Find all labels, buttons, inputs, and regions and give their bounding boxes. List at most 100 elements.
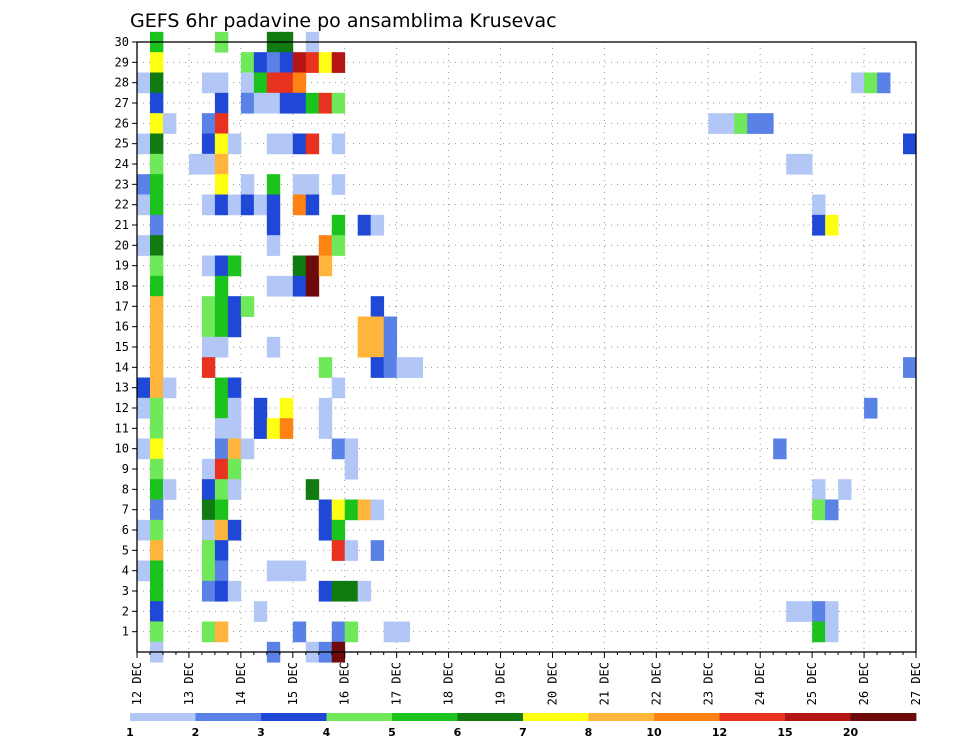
y-tick-label: 14 [115,360,129,374]
heatmap-cell [137,519,151,541]
heatmap-cell [214,316,229,338]
heatmap-cell [149,275,164,297]
heatmap-cell [344,499,359,521]
x-tick-label: 13 DEC [182,662,196,705]
heatmap-cell [201,133,216,155]
heatmap-cell [747,113,761,134]
heatmap-cell [292,174,307,195]
heatmap-cell [812,194,826,216]
heatmap-cell [149,72,164,94]
heatmap-cell [786,601,800,622]
y-tick-label: 6 [122,523,129,537]
heatmap-cell [266,174,281,195]
heatmap-cell [149,336,164,358]
heatmap-cell [266,336,281,358]
y-tick-label: 24 [115,157,129,171]
heatmap-cell [214,519,229,541]
heatmap-cell [370,296,385,317]
heatmap-cell [318,580,333,602]
heatmap-cell [149,580,164,602]
heatmap-cell [149,235,164,256]
x-tick-label: 16 DEC [338,662,352,705]
colorbar-label: 10 [646,726,662,739]
x-tick-label: 15 DEC [286,662,300,705]
heatmap-cell [201,153,216,175]
heatmap-cell [370,499,385,521]
heatmap-cell [214,113,229,134]
heatmap-cell [214,296,229,317]
heatmap-cell [318,499,333,521]
x-tick-label: 25 DEC [805,662,819,705]
heatmap-cell [409,357,424,378]
heatmap-cell [227,458,242,480]
heatmap-cell [201,560,216,582]
colorbar: 1 2 3 4 5 6 7 8 10 12 15 20 [126,713,917,739]
heatmap-cell [344,438,359,460]
heatmap-cell [292,275,307,297]
heatmap-cell [214,194,229,216]
x-tick-label: 14 DEC [234,662,248,705]
heatmap-cell [253,92,268,114]
heatmap-cell [279,52,294,73]
heatmap-cell [396,357,411,378]
heatmap-cell [799,601,813,622]
y-tick-label: 8 [122,482,129,496]
heatmap-cell [292,52,307,73]
y-axis: 1234567891011121314151617181920212223242… [115,35,137,639]
y-tick-label: 21 [115,218,129,232]
x-tick-label: 21 DEC [597,662,611,705]
heatmap-cell [149,499,164,521]
heatmap-cell [227,479,242,500]
heatmap-cell [331,580,346,602]
heatmap-cell [253,194,268,216]
x-axis: 12 DEC 13 DEC 14 DEC 15 DEC 16 DEC 17 DEC 18 D… [130,652,923,705]
colorbar-swatch [195,713,262,721]
heatmap-cell [318,52,333,73]
heatmap-cell [292,72,307,94]
y-tick-label: 4 [122,564,129,578]
y-tick-label: 28 [115,76,129,90]
heatmap-cell [266,418,281,439]
heatmap-cell [240,92,255,114]
heatmap-cell [344,621,359,643]
heatmap-cell [773,438,787,460]
heatmap-cell [201,316,216,338]
heatmap-cell [201,580,216,602]
heatmap-cell [149,255,164,277]
heatmap-cell [292,621,307,643]
heatmap-cell [214,621,229,643]
heatmap-cell [149,438,164,460]
heatmap-cell [305,174,320,195]
heatmap-cell [227,316,242,338]
y-tick-label: 10 [115,442,129,456]
heatmap-cell [266,52,281,73]
heatmap-cell [851,72,865,94]
heatmap-cell [357,316,372,338]
heatmap-cell [266,214,281,236]
x-tick-label: 23 DEC [701,662,715,705]
heatmap-cell [253,418,268,439]
heatmap-cell [227,418,242,439]
grid-lines [136,41,917,652]
heatmap-cell [149,153,164,175]
heatmap-cell [149,519,164,541]
heatmap-cell [305,92,320,114]
heatmap-cell [162,479,177,500]
x-tick-label: 26 DEC [857,662,871,705]
heatmap-cell [331,438,346,460]
heatmap-cell [149,601,164,622]
heatmap-cell [214,92,229,114]
heatmap-cell [396,621,411,643]
heatmap-cell [214,540,229,561]
heatmap-cell [201,72,216,94]
heatmap-cell [812,499,826,521]
heatmap-cell [383,357,398,378]
heatmap-cell [214,336,229,358]
heatmap-cell [279,397,294,419]
heatmap-cell [318,397,333,419]
y-tick-label: 11 [115,421,129,435]
heatmap-cell [201,621,216,643]
heatmap-cell [201,336,216,358]
x-tick-label: 19 DEC [494,662,508,705]
heatmap-cell [227,397,242,419]
